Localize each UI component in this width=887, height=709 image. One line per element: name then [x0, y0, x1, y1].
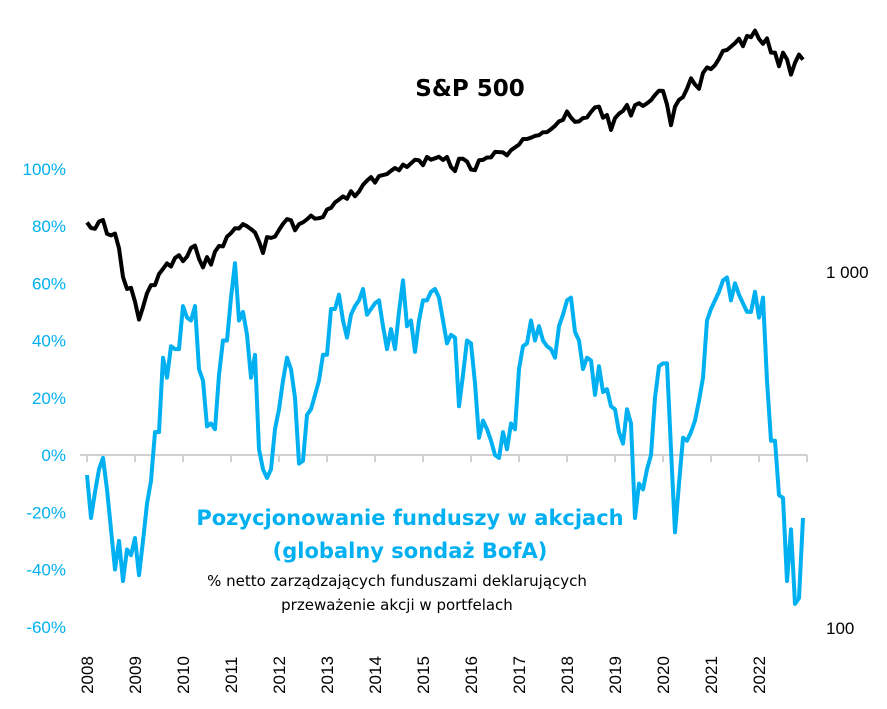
bofa-positioning-line [85, 261, 805, 606]
x-tick-label: 2011 [222, 657, 241, 694]
left-tick-label: 80% [32, 217, 66, 236]
x-tick-label: 2019 [606, 656, 625, 694]
left-tick-label: -40% [26, 561, 66, 580]
left-tick-label: -20% [26, 503, 66, 522]
x-tick-label: 2016 [462, 656, 481, 694]
x-tick-label: 2013 [318, 656, 337, 694]
blue-series-title-line2: (globalny sondaż BofA) [273, 539, 548, 563]
subtitle-line1: % netto zarządzających funduszami deklar… [207, 572, 587, 590]
right-axis-ticks: 1 000 100 [826, 263, 869, 638]
x-tick-label: 2022 [750, 656, 769, 694]
x-tick-label: 2010 [174, 656, 193, 694]
left-tick-label: 100% [23, 160, 66, 179]
left-tick-label: -60% [26, 618, 66, 637]
right-tick-label: 1 000 [826, 263, 869, 282]
left-tick-label: 40% [32, 332, 66, 351]
left-tick-label: 60% [32, 274, 66, 293]
x-tick-label: 2017 [510, 656, 529, 694]
left-tick-label: 0% [41, 446, 66, 465]
x-tick-label: 2008 [78, 656, 97, 694]
x-axis: 2008 2009 2010 2011 2012 2013 2014 2015 2016 2017… [78, 454, 808, 694]
series-lines [85, 28, 805, 606]
sp500-label: S&P 500 [415, 76, 525, 102]
left-tick-label: 20% [32, 389, 66, 408]
x-tick-label: 2014 [366, 656, 385, 694]
x-tick-label: 2009 [126, 656, 145, 694]
x-tick-label: 2021 [702, 656, 721, 694]
x-tick-label: 2012 [270, 656, 289, 694]
x-tick-label: 2020 [654, 656, 673, 694]
sp500-line [85, 28, 805, 322]
subtitle-line2: przeważenie akcji w portfelach [281, 596, 513, 614]
blue-series-title-line1: Pozycjonowanie funduszy w akcjach [196, 506, 623, 530]
x-tick-label: 2018 [558, 656, 577, 694]
x-tick-label: 2015 [414, 656, 433, 694]
right-tick-label: 100 [826, 619, 854, 638]
left-axis-ticks: 100% 80% 60% 40% 20% 0% -20% -40% -60% [23, 160, 66, 637]
